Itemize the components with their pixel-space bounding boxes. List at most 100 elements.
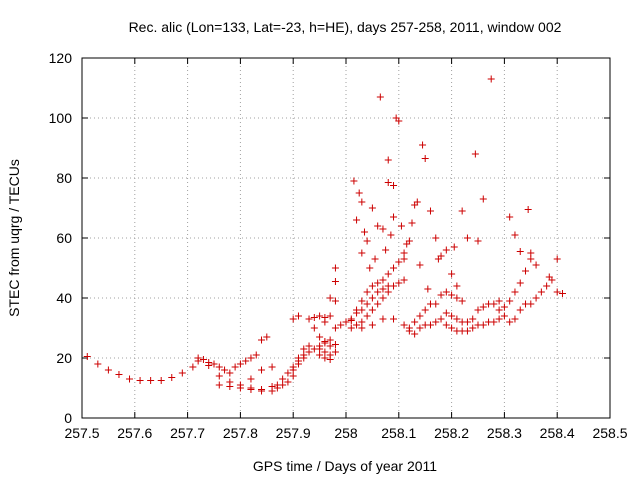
data-point — [421, 306, 429, 314]
data-point — [511, 315, 519, 323]
data-point — [376, 93, 384, 101]
data-point — [511, 231, 519, 239]
x-tick-label: 257.6 — [117, 425, 152, 441]
data-point — [289, 315, 297, 323]
data-point — [215, 372, 223, 380]
x-tick-label: 258.3 — [487, 425, 522, 441]
x-tick-label: 258.5 — [592, 425, 627, 441]
data-point — [506, 213, 514, 221]
data-point — [300, 351, 308, 359]
data-point — [416, 312, 424, 320]
data-point — [479, 321, 487, 329]
data-point — [379, 276, 387, 284]
data-point — [273, 381, 281, 389]
data-point — [321, 318, 329, 326]
data-point — [126, 375, 134, 383]
data-point — [384, 156, 392, 164]
data-point — [448, 312, 456, 320]
x-tick-label: 258.2 — [434, 425, 469, 441]
data-point — [516, 248, 524, 255]
data-point — [405, 237, 413, 245]
grid-lines — [82, 58, 610, 418]
data-point — [358, 249, 366, 257]
data-point — [527, 249, 535, 257]
data-point — [395, 258, 403, 266]
data-point — [374, 222, 382, 230]
data-point — [326, 312, 334, 320]
data-point — [384, 282, 392, 290]
data-point — [432, 300, 440, 308]
data-point — [506, 297, 514, 305]
data-point — [115, 371, 123, 378]
axis-ticks — [81, 57, 611, 419]
data-point — [448, 270, 456, 278]
data-point — [236, 360, 244, 368]
data-point — [252, 351, 260, 359]
data-point — [500, 312, 508, 320]
data-point — [358, 198, 366, 206]
data-point — [405, 324, 413, 332]
x-tick-labels: 257.5 257.6 257.7 257.8 257.9 258 258.1 258.2 25… — [64, 425, 627, 441]
data-point — [279, 375, 287, 383]
data-point — [331, 278, 339, 285]
data-point — [479, 303, 487, 311]
y-tick-label: 100 — [49, 110, 73, 126]
data-point — [289, 372, 297, 380]
data-point — [553, 288, 561, 296]
data-point — [495, 306, 503, 314]
data-point — [368, 321, 376, 329]
data-point — [326, 342, 334, 350]
data-point — [471, 150, 479, 158]
data-point — [379, 285, 387, 293]
data-point — [350, 177, 358, 185]
data-point — [136, 377, 144, 384]
data-point — [189, 363, 197, 371]
data-point — [384, 179, 392, 186]
data-point — [355, 189, 363, 197]
data-point — [268, 363, 276, 371]
data-point — [284, 369, 292, 377]
data-point — [397, 222, 405, 230]
data-point — [490, 300, 498, 308]
data-point — [413, 198, 421, 206]
data-point — [353, 309, 361, 317]
data-point — [558, 290, 566, 297]
data-point — [321, 338, 329, 345]
data-point — [337, 321, 345, 329]
y-tick-label: 120 — [49, 50, 73, 66]
data-point — [305, 342, 313, 350]
data-point — [289, 363, 297, 371]
data-point — [194, 357, 202, 365]
data-point — [495, 297, 503, 305]
data-point — [474, 306, 482, 314]
data-point — [284, 378, 292, 386]
data-point — [358, 324, 366, 332]
x-tick-label: 257.7 — [170, 425, 205, 441]
data-point — [450, 243, 458, 251]
data-point — [215, 363, 223, 371]
data-point — [419, 141, 427, 149]
y-tick-label: 20 — [56, 350, 72, 366]
data-point — [199, 356, 207, 363]
data-point — [366, 264, 374, 272]
data-point — [236, 384, 244, 392]
y-tick-label: 60 — [56, 230, 72, 246]
data-point — [442, 246, 450, 254]
data-point — [395, 117, 403, 125]
data-point — [469, 315, 477, 323]
data-point — [310, 345, 318, 353]
data-point — [543, 282, 551, 290]
data-point — [231, 363, 239, 371]
data-point — [426, 207, 434, 215]
data-point — [537, 288, 545, 296]
data-point — [469, 324, 477, 332]
data-point — [178, 369, 186, 377]
data-point — [442, 309, 450, 317]
data-point — [506, 318, 514, 326]
data-point — [368, 294, 376, 302]
data-point — [395, 279, 403, 287]
data-point — [416, 261, 424, 269]
data-point — [268, 383, 276, 390]
data-point — [487, 75, 495, 83]
data-point — [390, 213, 398, 221]
